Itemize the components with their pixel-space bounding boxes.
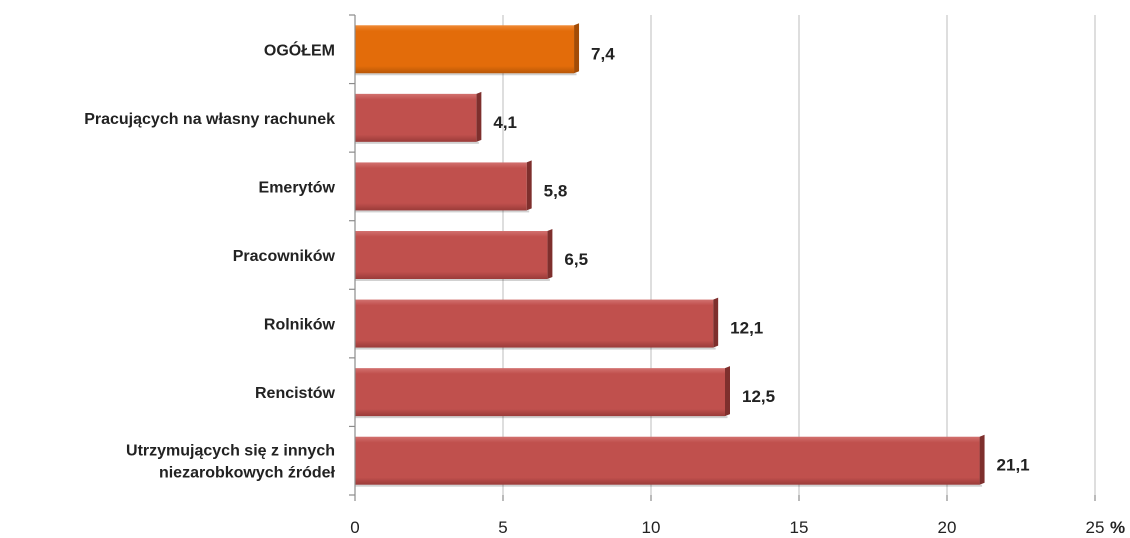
x-tick-label-10: 10 bbox=[642, 518, 661, 537]
category-label-ogolem: OGÓŁEM bbox=[264, 40, 335, 59]
x-tick-label-25: 25 bbox=[1086, 518, 1105, 537]
bar-ogolem bbox=[355, 23, 580, 76]
data-label-utrzymujacych-sie-z-innych-niezarobkowych-zrodel: 21,1 bbox=[997, 456, 1030, 475]
category-label-rencistow: Rencistów bbox=[255, 385, 336, 402]
category-label-emerytow: Emerytów bbox=[259, 179, 336, 196]
gridlines bbox=[502, 15, 1096, 495]
data-label-pracujacych-na-wlasny-rachunek: 4,1 bbox=[493, 113, 517, 132]
x-tick-label-5: 5 bbox=[498, 518, 507, 537]
data-label-ogolem: 7,4 bbox=[591, 44, 615, 63]
bar-emerytow bbox=[355, 160, 532, 213]
bar-shadow-emerytow bbox=[355, 210, 530, 213]
bar-face-pracownikow bbox=[355, 231, 548, 279]
bar-side-ogolem bbox=[574, 23, 580, 74]
bar-pracownikow bbox=[355, 229, 553, 281]
data-label-rolnikow: 12,1 bbox=[730, 319, 763, 338]
bar-side-rencistow bbox=[725, 366, 730, 417]
data-label-emerytow: 5,8 bbox=[544, 181, 568, 200]
category-label-rolnikow: Rolników bbox=[264, 317, 336, 334]
data-label-pracownikow: 6,5 bbox=[564, 250, 588, 269]
axes bbox=[349, 14, 1096, 501]
category-label-pracujacych-na-wlasny-rachunek: Pracujących na własny rachunek bbox=[84, 111, 335, 128]
bar-shadow-rolnikow bbox=[355, 347, 716, 350]
bar-face-rencistow bbox=[355, 368, 725, 417]
bar-face-emerytow bbox=[355, 162, 527, 211]
x-tick-label-15: 15 bbox=[790, 518, 809, 537]
category-label-pracownikow: Pracowników bbox=[233, 248, 336, 265]
category-label-utrzymujacych-sie-z-innych-niezarobkowych-zrodel-line-1: Utrzymujących się z innych bbox=[126, 443, 335, 460]
bar-shadow-utrzymujacych-sie-z-innych-niezarobkowych-zrodel bbox=[355, 484, 983, 487]
bar-pracujacych-na-wlasny-rachunek bbox=[355, 91, 482, 144]
x-tick-label-0: 0 bbox=[350, 518, 359, 537]
bar-utrzymujacych-sie-z-innych-niezarobkowych-zrodel bbox=[355, 434, 985, 487]
bar-rolnikow bbox=[355, 297, 719, 350]
bar-side-rolnikow bbox=[713, 297, 719, 348]
labels: 0 5 10 15 20 25 % 7,4 OGÓŁEM 4,1 Pracujących na wł… bbox=[84, 40, 1125, 537]
data-label-rencistow: 12,5 bbox=[742, 387, 775, 406]
bar-rencistow bbox=[355, 366, 730, 419]
bar-shadow-ogolem bbox=[355, 73, 577, 76]
bar-side-utrzymujacych-sie-z-innych-niezarobkowych-zrodel bbox=[979, 434, 985, 485]
bar-side-emerytow bbox=[526, 160, 532, 211]
bar-face-pracujacych-na-wlasny-rachunek bbox=[355, 93, 477, 142]
x-axis-unit: % bbox=[1110, 518, 1125, 537]
bar-face-rolnikow bbox=[355, 299, 714, 348]
category-label-utrzymujacych-sie-z-innych-niezarobkowych-zrodel-line-2: niezarobkowych źródeł bbox=[159, 465, 336, 482]
x-tick-label-20: 20 bbox=[938, 518, 957, 537]
bars bbox=[355, 23, 985, 487]
bar-face-utrzymujacych-sie-z-innych-niezarobkowych-zrodel bbox=[355, 436, 980, 485]
bar-shadow-pracownikow bbox=[355, 279, 550, 281]
bar-shadow-pracujacych-na-wlasny-rachunek bbox=[355, 141, 479, 144]
bar-side-pracujacych-na-wlasny-rachunek bbox=[476, 91, 482, 142]
bar-side-pracownikow bbox=[547, 229, 553, 279]
bar-face-ogolem bbox=[355, 25, 575, 74]
bar-shadow-rencistow bbox=[355, 416, 728, 419]
